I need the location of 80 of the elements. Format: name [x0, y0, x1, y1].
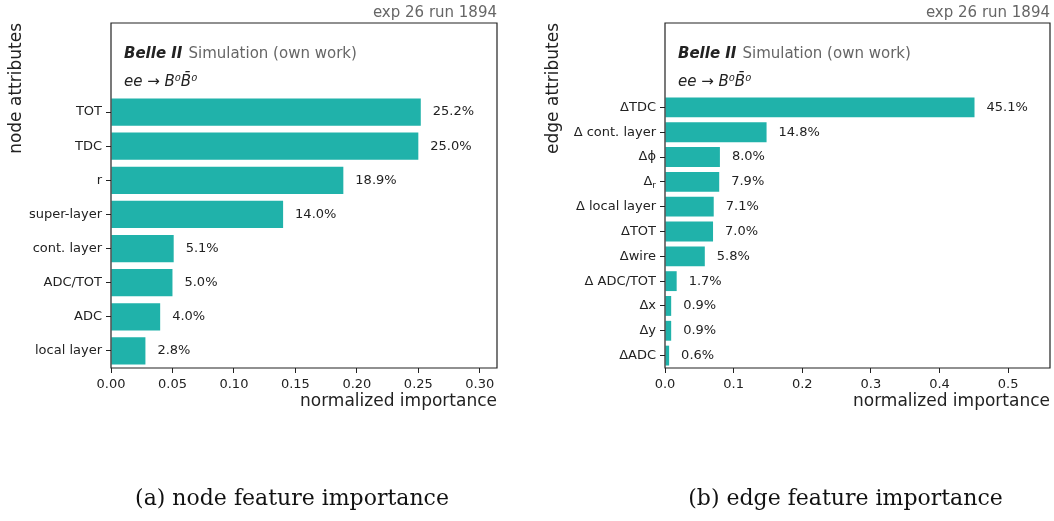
text: (b) edge feature importance: [688, 485, 1003, 510]
y-tick-label: Δwire: [619, 247, 657, 263]
x-tick-label: 0.25: [403, 376, 433, 392]
text: Belle II: [678, 44, 737, 62]
y-tick-label: ΔTDC: [620, 98, 656, 114]
bar: [665, 147, 720, 167]
data-label: 1.7%: [688, 272, 722, 288]
bar: [665, 271, 677, 292]
data-label: 18.9%: [355, 171, 397, 187]
x-tick-label: 0.1: [723, 376, 744, 392]
data-label: 5.8%: [716, 247, 750, 263]
bar: [111, 269, 173, 297]
bar: [111, 132, 419, 160]
y-tick-label: r: [96, 171, 103, 187]
text: Belle II: [124, 44, 183, 62]
data-label: 14.8%: [778, 123, 820, 139]
y-tick-label: TDC: [73, 137, 102, 153]
y-tick-label: ΔADC: [619, 346, 656, 362]
bar: [665, 171, 720, 192]
text: Simulation (own work): [188, 44, 357, 62]
x-tick-label: 0.15: [280, 376, 310, 392]
bar: [111, 98, 421, 126]
x-tick-label: 0.2: [791, 376, 813, 392]
data-label: 4.0%: [172, 308, 206, 324]
bar: [665, 221, 714, 242]
bar: [111, 166, 344, 194]
text: ee → B⁰B̄⁰: [678, 71, 752, 90]
text: exp 26 run 1894: [925, 3, 1050, 21]
y-tick-label: Δϕ: [638, 148, 656, 164]
bar: [665, 97, 975, 118]
data-label: 2.8%: [157, 342, 191, 358]
y-axis-title: edge attributes: [541, 22, 562, 154]
bar: [111, 303, 161, 331]
x-axis-title: normalized importance: [853, 390, 1050, 410]
y-tick-label: Δx: [639, 297, 657, 313]
x-tick-label: 0.05: [157, 376, 187, 392]
y-tick-label: cont. layer: [32, 239, 103, 255]
text: Simulation (own work): [742, 44, 911, 62]
text: ee → B⁰B̄⁰: [124, 71, 198, 90]
x-tick-label: 0.5: [997, 376, 1019, 392]
data-label: 5.1%: [185, 239, 219, 255]
y-tick-label: local layer: [34, 342, 103, 358]
bar: [111, 200, 284, 229]
y-tick-label: Δ cont. layer: [573, 123, 657, 139]
y-axis-title: node attributes: [4, 22, 25, 154]
data-label: 7.1%: [725, 198, 759, 214]
data-label: 45.1%: [986, 98, 1028, 114]
x-tick-label: 0.20: [342, 376, 372, 392]
bar: [111, 234, 174, 263]
data-label: 8.0%: [731, 148, 765, 164]
data-label: 25.0%: [430, 137, 472, 153]
data-label: 25.2%: [432, 103, 475, 119]
data-label: 0.9%: [683, 322, 717, 338]
y-tick-label: Δ local layer: [575, 198, 657, 214]
y-tick-label: ADC/TOT: [43, 274, 103, 290]
x-tick-label: 0.10: [219, 376, 249, 392]
x-tick-label: 0.4: [929, 376, 950, 392]
x-tick-label: 0.3: [860, 376, 882, 392]
data-label: 5.0%: [184, 274, 218, 290]
y-tick-label: Δ ADC/TOT: [584, 272, 657, 288]
data-label: 7.9%: [731, 173, 765, 189]
bar: [111, 337, 146, 365]
bar: [665, 246, 705, 267]
y-tick-label: TOT: [74, 103, 103, 119]
data-label: 14.0%: [295, 205, 337, 221]
bar: [665, 196, 714, 217]
x-tick-label: 0.0: [654, 376, 676, 392]
y-tick-label: super-layer: [28, 205, 103, 221]
text: exp 26 run 1894: [372, 3, 497, 21]
y-tick-label: Δy: [639, 322, 657, 338]
x-tick-label: 0.30: [465, 376, 495, 392]
y-tick-label: ADC: [74, 308, 102, 324]
y-tick-label: ΔTOT: [620, 222, 657, 238]
data-label: 0.6%: [681, 346, 715, 362]
data-label: 7.0%: [725, 222, 759, 238]
data-label: 0.9%: [683, 297, 717, 313]
x-tick-label: 0.00: [96, 376, 126, 392]
bar: [665, 122, 767, 143]
text: (a) node feature importance: [135, 485, 449, 510]
x-axis-title: normalized importance: [300, 390, 497, 410]
